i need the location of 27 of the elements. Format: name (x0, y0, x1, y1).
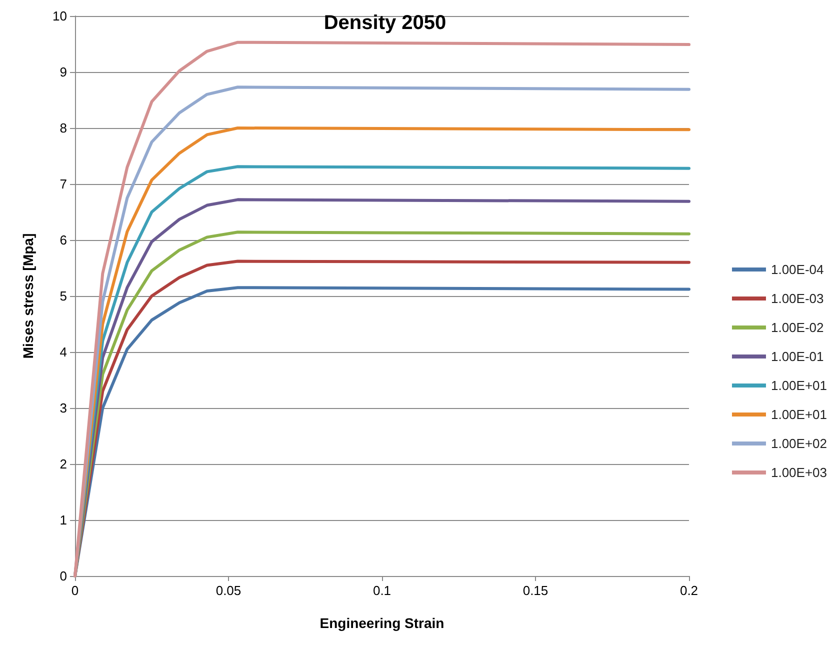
y-tick-label: 4 (60, 344, 67, 360)
y-axis-title: Mises stress [Mpa] (20, 233, 36, 359)
legend-label: 1.00E+01 (770, 378, 828, 393)
y-tick-label: 5 (60, 288, 67, 304)
legend-label: 1.00E-03 (770, 291, 824, 306)
chart-title: Density 2050 (324, 12, 446, 34)
x-axis-title: Engineering Strain (320, 615, 444, 631)
x-tick-label: 0.15 (522, 583, 548, 598)
x-tick-label: 0.05 (216, 583, 242, 598)
legend-label: 1.00E-01 (770, 349, 824, 364)
y-tick-label: 6 (60, 232, 67, 248)
legend-label: 1.00E+03 (770, 465, 828, 480)
legend-label: 1.00E+02 (770, 436, 828, 451)
y-tick-label: 7 (60, 176, 67, 192)
legend-label: 1.00E+01 (770, 407, 828, 422)
y-tick-label: 10 (52, 8, 67, 24)
x-tick-label: 0.2 (680, 583, 698, 598)
x-tick-label: 0.1 (372, 583, 392, 598)
x-tick-label: 0 (71, 583, 79, 598)
y-tick-label: 8 (60, 120, 67, 136)
y-tick-label: 9 (60, 64, 67, 80)
y-tick-label: 0 (60, 568, 67, 584)
y-tick-label: 1 (60, 512, 67, 528)
legend-label: 1.00E-02 (770, 320, 824, 335)
legend-label: 1.00E-04 (770, 262, 824, 277)
y-tick-label: 3 (60, 400, 67, 416)
y-tick-label: 2 (60, 456, 67, 472)
